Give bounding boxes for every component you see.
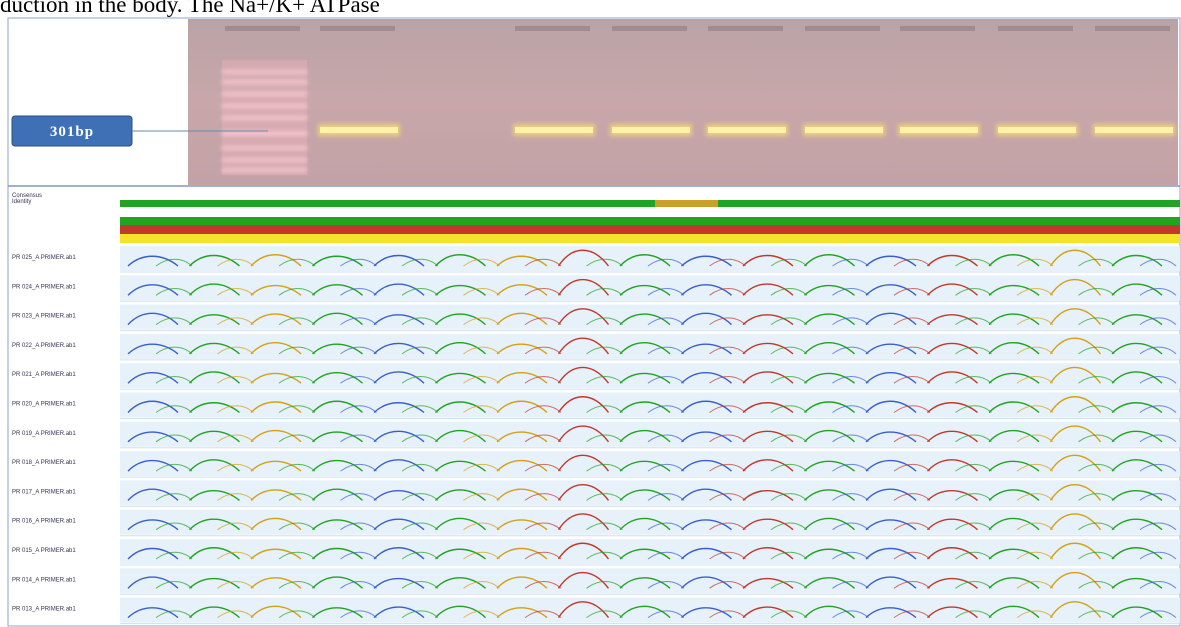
row-background	[120, 363, 1180, 388]
row-background	[120, 305, 1180, 330]
row-label: PR 013_A PRIMER.ab1	[12, 607, 76, 613]
row-background	[120, 393, 1180, 418]
row-background	[120, 568, 1180, 593]
band	[998, 127, 1076, 133]
row-background	[120, 510, 1180, 535]
identity-bar	[120, 200, 1180, 207]
row-label: PR 015_A PRIMER.ab1	[12, 548, 76, 554]
well	[320, 26, 395, 31]
band	[612, 127, 690, 133]
row-background	[120, 539, 1180, 564]
header-label: Identity	[12, 199, 31, 205]
well	[805, 26, 880, 31]
band	[900, 127, 978, 133]
band	[708, 127, 786, 133]
band	[805, 127, 883, 133]
figure-page: duction in the body. The Na+/K+ ATPase 3…	[0, 0, 1181, 627]
gel-image	[188, 19, 1178, 185]
row-label: PR 018_A PRIMER.ab1	[12, 460, 76, 466]
band	[515, 127, 593, 133]
well	[225, 26, 300, 31]
row-background	[120, 246, 1180, 271]
row-background	[120, 451, 1180, 476]
annotation-bar	[120, 217, 1180, 225]
marker-label: 301bp	[50, 124, 94, 140]
row-label: PR 019_A PRIMER.ab1	[12, 431, 76, 437]
well	[612, 26, 687, 31]
row-label: PR 025_A PRIMER.ab1	[12, 255, 76, 261]
row-label: PR 022_A PRIMER.ab1	[12, 343, 76, 349]
figure: 301bp PR 025_A PRIMER.ab1 PR 024_A PRIMER…	[0, 0, 1181, 627]
well	[998, 26, 1073, 31]
well	[1095, 26, 1170, 31]
annotation-bar	[120, 234, 1180, 243]
row-label: PR 021_A PRIMER.ab1	[12, 372, 76, 378]
row-background	[120, 334, 1180, 359]
identity-gap	[655, 200, 718, 207]
row-label: PR 017_A PRIMER.ab1	[12, 489, 76, 495]
row-background	[120, 422, 1180, 447]
row-label: PR 014_A PRIMER.ab1	[12, 577, 76, 583]
band	[1095, 127, 1173, 133]
row-label: PR 023_A PRIMER.ab1	[12, 314, 76, 320]
row-label: PR 016_A PRIMER.ab1	[12, 519, 76, 525]
ladder-smear	[222, 60, 307, 175]
annotation-bar	[120, 225, 1180, 234]
row-label: PR 020_A PRIMER.ab1	[12, 402, 76, 408]
row-background	[120, 598, 1180, 623]
well	[900, 26, 975, 31]
row-background	[120, 480, 1180, 505]
well	[515, 26, 590, 31]
row-label: PR 024_A PRIMER.ab1	[12, 284, 76, 290]
row-background	[120, 275, 1180, 300]
well	[708, 26, 783, 31]
band	[320, 127, 398, 133]
